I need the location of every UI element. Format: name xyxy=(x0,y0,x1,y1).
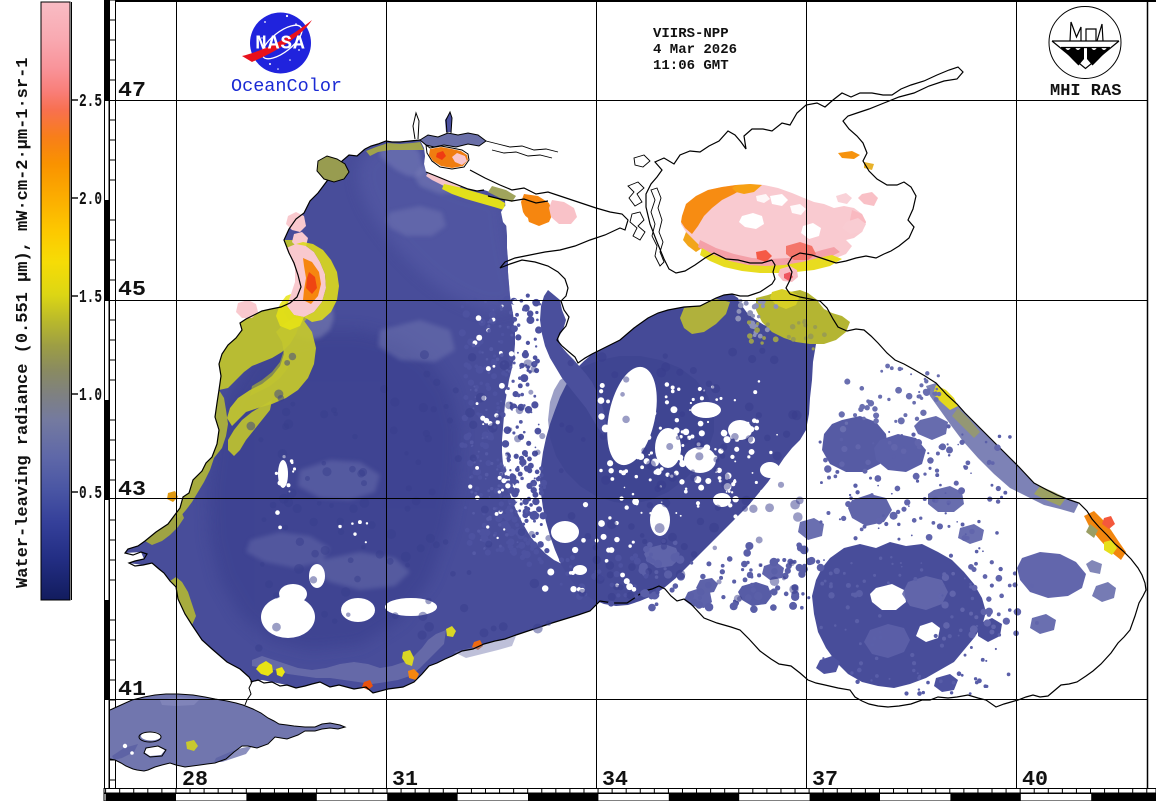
svg-text:40: 40 xyxy=(1022,769,1048,792)
svg-text:34: 34 xyxy=(602,769,628,792)
svg-text:28: 28 xyxy=(182,769,208,792)
svg-text:43: 43 xyxy=(118,479,146,502)
svg-text:1.0: 1.0 xyxy=(79,386,102,406)
svg-text:41: 41 xyxy=(118,679,146,702)
svg-text:2.0: 2.0 xyxy=(79,190,102,210)
svg-text:OceanColor: OceanColor xyxy=(231,76,342,97)
svg-text:2.5: 2.5 xyxy=(79,92,102,112)
svg-text:VIIRS-NPP: VIIRS-NPP xyxy=(653,26,729,42)
svg-text:31: 31 xyxy=(392,769,418,792)
svg-text:Water-leaving radiance (0.551: Water-leaving radiance (0.551 μm), mW·cm… xyxy=(14,58,33,589)
svg-text:37: 37 xyxy=(812,769,838,792)
svg-text:4 Mar 2026: 4 Mar 2026 xyxy=(653,42,737,58)
svg-text:45: 45 xyxy=(118,279,146,302)
svg-text:11:06 GMT: 11:06 GMT xyxy=(653,58,729,74)
svg-text:0.5: 0.5 xyxy=(79,484,102,504)
svg-text:47: 47 xyxy=(118,80,146,103)
svg-text:NASA: NASA xyxy=(255,33,305,55)
svg-text:1.5: 1.5 xyxy=(79,288,102,308)
svg-text:MHI RAS: MHI RAS xyxy=(1050,82,1121,101)
